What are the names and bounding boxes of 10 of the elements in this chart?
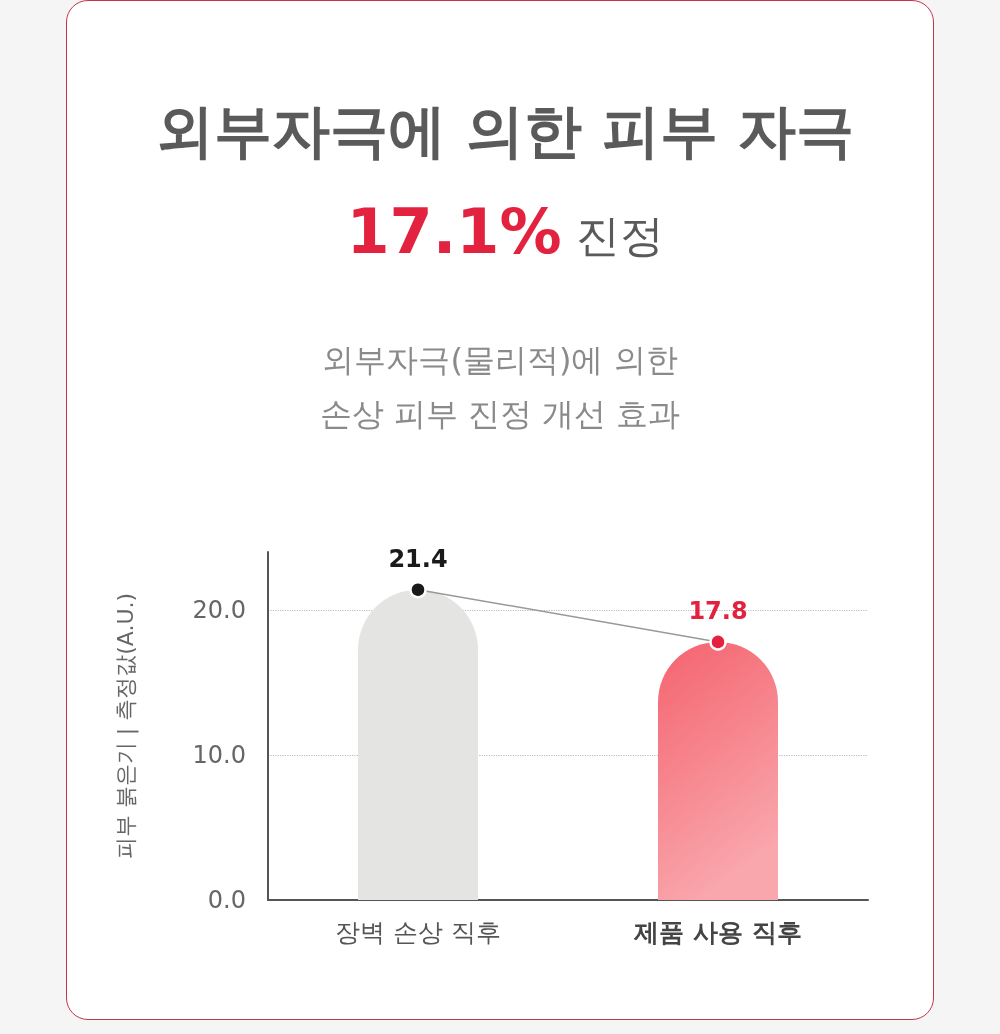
x-tick-label: 장벽 손상 직후 [335,918,501,947]
x-tick-label: 제품 사용 직후 [633,918,802,947]
y-tick-label: 10.0 [192,741,246,769]
y-tick-label: 20.0 [192,596,246,624]
data-label: 17.8 [688,597,748,626]
data-label: 21.4 [388,544,448,573]
chart-title: 외부자극에 의한 피부 자극 17.1% 진정 [155,97,855,268]
chart-subtitle: 외부자극(물리적)에 의한 손상 피부 진정 개선 효과 [319,341,681,433]
y-axis-title: 피부 붉은기 | 측정값(A.U.) [112,592,139,860]
y-tick-label: 0.0 [207,886,246,914]
